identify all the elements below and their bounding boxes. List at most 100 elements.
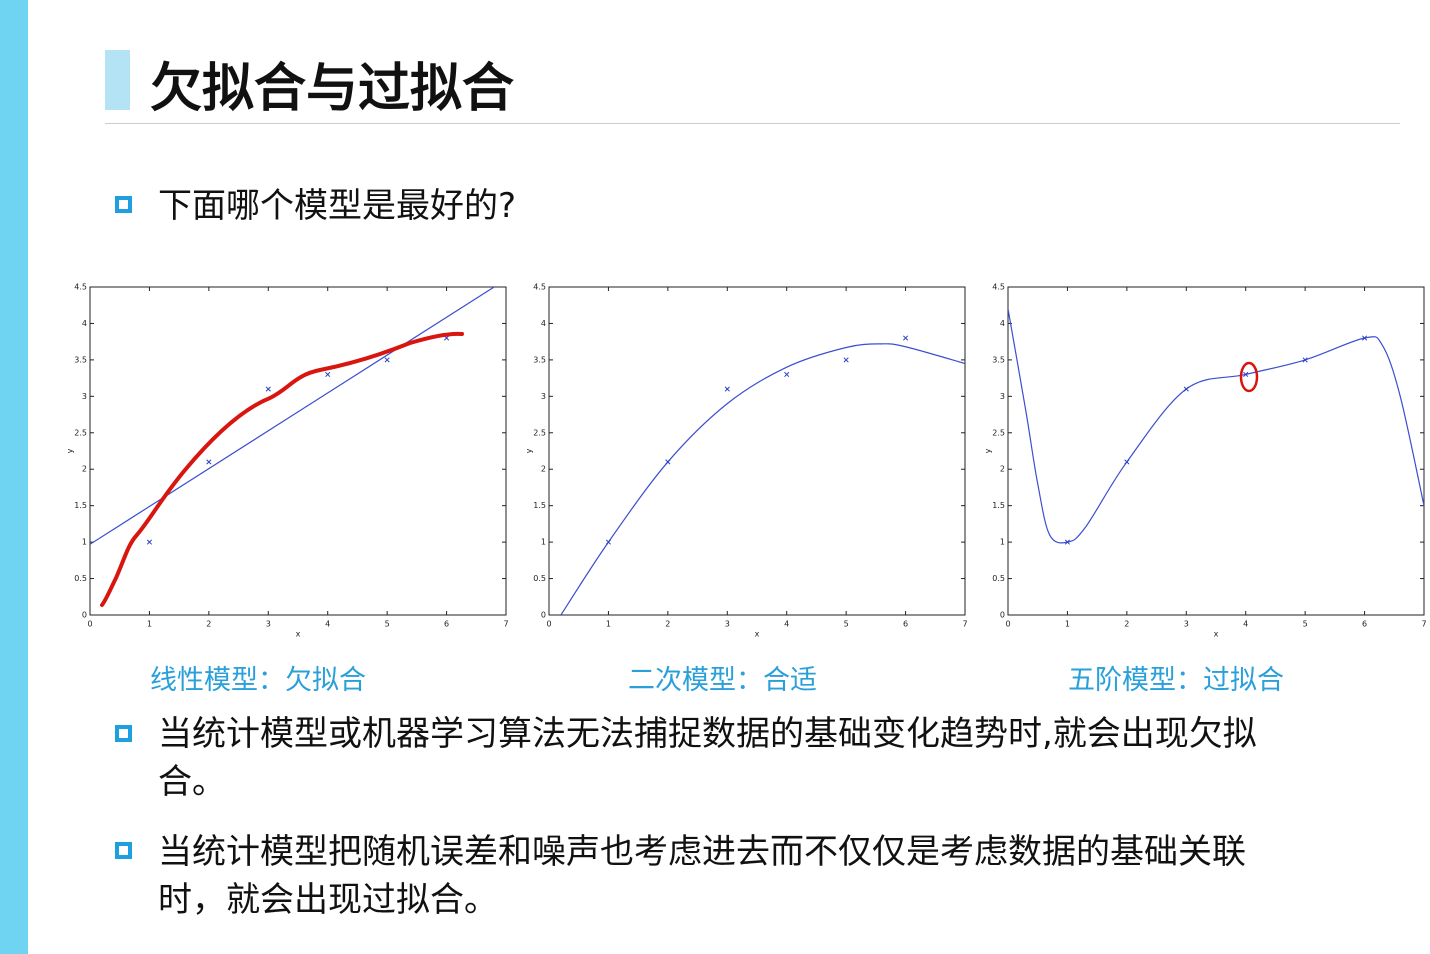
data-point [206,459,212,465]
x-tick-label: 2 [665,620,670,629]
curve-group [560,343,965,615]
x-axis-label: x [755,630,760,639]
y-tick-label: 2 [1000,465,1005,474]
y-tick-label: 3.5 [533,355,546,364]
y-tick-label: 2 [541,465,546,474]
plot-frame [89,286,507,616]
y-axis-label: y [984,448,993,453]
y-tick-label: 0 [1000,611,1005,620]
y-tick-label: 1.5 [74,501,87,510]
x-tick-label: 6 [1362,620,1367,629]
data-point [784,371,790,378]
y-tick-label: 1 [1000,538,1005,547]
x-tick-label: 7 [962,620,967,629]
chart-caption: 二次模型：合适 [628,665,817,696]
chart-caption: 线性模型：欠拟合 [150,665,366,696]
question: 下面哪个模型是最好的? [158,186,517,226]
x-tick-label: 5 [844,620,849,629]
curve-group [90,287,495,545]
x-tick-label: 0 [1005,620,1010,629]
data-point [605,539,611,545]
x-tick-label: 5 [1303,620,1308,629]
chart-caption: 五阶模型：过拟合 [1068,665,1284,696]
y-tick-label: 1 [82,538,87,547]
x-tick-label: 2 [206,620,211,629]
y-tick-label: 3.5 [74,355,87,364]
data-point [665,459,671,465]
bullet-text: 当统计模型把随机误差和噪声也考虑进去而不仅仅是考虑数据的基础关联时，就会出现过拟… [158,832,1246,920]
title: 欠拟合与过拟合 [150,59,515,119]
bullet-icon [115,842,132,859]
y-tick-label: 0.5 [74,574,87,583]
x-axis-label: x [296,630,301,639]
y-tick-label: 4 [1000,319,1005,328]
data-point [1362,335,1368,341]
x-tick-label: 6 [903,620,908,629]
data-point [1124,459,1130,465]
data-point [384,357,390,363]
bullet-icon [115,196,132,213]
y-tick-label: 2.5 [74,428,87,437]
x-tick-label: 0 [87,620,92,629]
y-tick-label: 4.5 [992,283,1005,292]
x-tick-label: 1 [147,620,152,629]
y-tick-label: 4.5 [74,283,87,292]
data-point [843,357,849,363]
y-tick-label: 0 [541,611,546,620]
data-point [265,386,271,392]
data-point [1243,371,1249,378]
x-tick-label: 3 [725,620,730,629]
title-accent [105,50,130,110]
x-tick-label: 7 [503,620,508,629]
data-point [903,335,909,341]
x-tick-label: 1 [1065,620,1070,629]
x-tick-label: 7 [1421,620,1426,629]
x-tick-label: 2 [1124,620,1129,629]
y-axis-label: y [525,448,534,453]
y-tick-label: 0.5 [992,574,1005,583]
y-tick-label: 1.5 [992,501,1005,510]
y-tick-label: 4 [82,319,87,328]
y-tick-label: 0 [82,611,87,620]
data-point [724,386,730,392]
fit-curve [90,287,495,545]
y-tick-label: 3 [1000,392,1005,401]
y-tick-label: 2.5 [992,428,1005,437]
y-tick-label: 2.5 [533,428,546,437]
y-tick-label: 3 [82,392,87,401]
y-tick-label: 1.5 [533,501,546,510]
y-tick-label: 4 [541,319,546,328]
x-tick-label: 0 [546,620,551,629]
y-axis-label: y [66,448,75,453]
side-bar [0,0,28,954]
y-tick-label: 3 [541,392,546,401]
bullet-icon [115,725,132,742]
annotation-stroke [100,331,464,607]
annotation-circle [1239,361,1259,393]
plot-frame [548,286,966,616]
x-tick-label: 3 [1184,620,1189,629]
data-point [146,539,152,545]
data-point [1183,386,1189,392]
x-tick-label: 1 [606,620,611,629]
x-tick-label: 5 [385,620,390,629]
x-tick-label: 6 [444,620,449,629]
y-tick-label: 1 [541,538,546,547]
y-tick-label: 0.5 [533,574,546,583]
data-point [1302,357,1308,363]
x-axis-label: x [1214,630,1219,639]
fit-curve [1008,308,1424,544]
y-tick-label: 3.5 [992,355,1005,364]
x-tick-label: 4 [784,620,789,629]
x-tick-label: 3 [266,620,271,629]
y-tick-label: 2 [82,465,87,474]
data-point [325,371,331,378]
x-tick-label: 4 [325,620,330,629]
curve-group [1008,308,1424,544]
fit-curve [560,343,965,615]
bullet-text: 当统计模型或机器学习算法无法捕捉数据的基础变化趋势时,就会出现欠拟合。 [158,714,1257,802]
title-rule [105,123,1400,124]
plot-frame [1007,286,1425,616]
